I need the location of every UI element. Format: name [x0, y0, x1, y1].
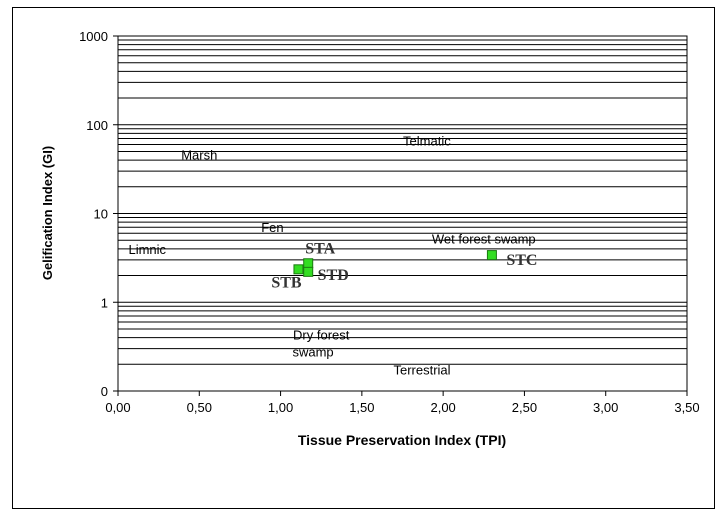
x-tick-label: 0,00 [105, 400, 130, 415]
y-axis-label: Gelification Index (GI) [40, 146, 55, 280]
y-tick-label: 10 [94, 207, 108, 222]
data-point-label: STA [305, 240, 335, 257]
chart-frame [12, 7, 715, 509]
data-point-label: STC [506, 252, 537, 269]
region-label: swamp [292, 345, 333, 360]
y-tick-label: 1000 [79, 29, 108, 44]
region-label: Fen [261, 220, 283, 235]
x-tick-label: 2,50 [512, 400, 537, 415]
region-label: Wet forest swamp [432, 231, 536, 246]
x-tick-label: 1,00 [268, 400, 293, 415]
y-tick-label: 1 [101, 295, 108, 310]
region-label: Dry forest [293, 328, 350, 343]
data-point-label: STD [318, 267, 349, 284]
region-label: Limnic [128, 242, 166, 257]
region-label: Telmatic [403, 133, 451, 148]
data-point-marker [486, 250, 497, 261]
data-point-marker [303, 266, 314, 277]
x-tick-label: 2,00 [430, 400, 455, 415]
data-point-marker [293, 264, 304, 275]
x-tick-label: 1,50 [349, 400, 374, 415]
x-axis-label: Tissue Preservation Index (TPI) [298, 432, 506, 448]
x-tick-label: 0,50 [187, 400, 212, 415]
data-point-label: STB [271, 274, 302, 291]
data-point-marker [303, 258, 314, 269]
y-tick-label: 0 [101, 384, 108, 399]
x-tick-label: 3,00 [593, 400, 618, 415]
region-label: Marsh [181, 148, 217, 163]
region-label: Terrestrial [393, 363, 450, 378]
y-tick-label: 100 [86, 118, 108, 133]
x-tick-label: 3,50 [674, 400, 699, 415]
